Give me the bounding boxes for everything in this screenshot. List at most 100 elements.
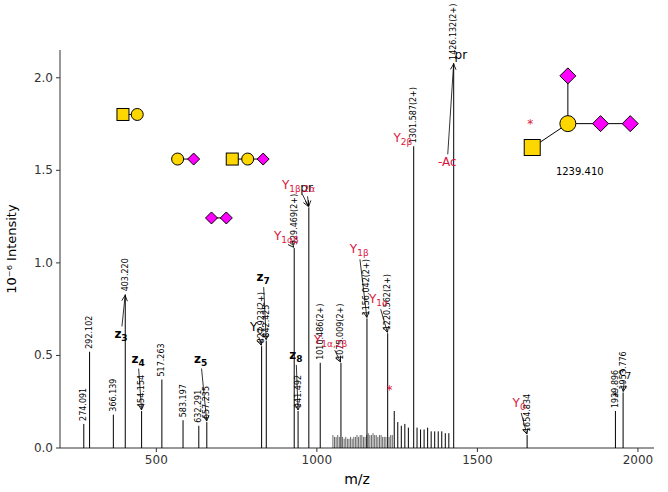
annotation-text: z — [114, 327, 121, 341]
peak-label: 403.220 — [121, 258, 130, 291]
annotation-label: Y2β — [393, 131, 413, 147]
peak — [527, 435, 528, 448]
peak — [371, 435, 372, 448]
glycan-star: * — [527, 117, 533, 131]
glycan-circle — [242, 153, 254, 165]
glycan-diamond — [188, 153, 200, 165]
annotation-label: Y1β — [349, 242, 369, 258]
glycan-square — [117, 108, 129, 120]
annotation-subscript: 1αβ — [281, 235, 299, 245]
peak — [384, 437, 385, 448]
peak — [363, 437, 364, 448]
glycan-diamond — [622, 116, 638, 132]
peak — [385, 437, 386, 448]
peak — [404, 424, 405, 448]
peak-label: 583.197 — [179, 384, 188, 417]
annotation-arrow — [296, 365, 298, 410]
annotation-arrow — [335, 350, 341, 362]
annotation-text: pr — [455, 48, 468, 62]
x-tick-label: 2000 — [623, 453, 654, 467]
peak-label: 1075.009(2+) — [336, 304, 345, 360]
peak — [438, 431, 439, 448]
annotation-subscript: 7 — [626, 371, 632, 381]
annotation-arrow — [264, 287, 267, 340]
annotation-text: z — [289, 348, 296, 362]
peak — [320, 363, 321, 448]
annotation-text: * — [612, 389, 618, 403]
annotation-label: z3 — [114, 327, 127, 343]
annotation-label: Y1β,2α — [281, 178, 315, 194]
peak — [337, 435, 338, 448]
peak — [353, 437, 354, 448]
peak — [445, 433, 446, 448]
peak — [441, 431, 442, 448]
peak — [358, 437, 359, 448]
annotation-subscript: 8 — [296, 354, 302, 364]
peak — [431, 431, 432, 448]
peak — [615, 411, 616, 448]
peak-label: 292.102 — [85, 316, 94, 349]
annotation-arrow — [360, 259, 367, 317]
peak — [397, 422, 398, 448]
background — [0, 0, 668, 492]
chart-svg: 5001000150020000.00.51.01.52.0m/z10⁻⁶ In… — [0, 0, 668, 492]
peak-label: 274.091 — [79, 388, 88, 421]
peak — [392, 435, 393, 448]
peak — [377, 437, 378, 448]
peak-label: 366.139 — [109, 379, 118, 412]
peak — [308, 207, 309, 448]
peak — [298, 411, 299, 448]
peak — [266, 341, 267, 448]
peak — [448, 433, 449, 448]
x-tick — [316, 448, 317, 452]
peak-label: 517.263 — [157, 343, 166, 376]
annotation-text: z — [194, 352, 201, 366]
peak — [424, 429, 425, 448]
x-tick — [477, 448, 478, 452]
peak-label: 1156.042(2+) — [362, 259, 371, 315]
peak — [334, 437, 335, 448]
peak — [347, 439, 348, 448]
annotation-label: Y0 — [512, 396, 526, 412]
peak — [161, 380, 162, 448]
peak — [374, 435, 375, 448]
peak — [417, 428, 418, 448]
peak — [340, 363, 341, 448]
x-tick-label: 1000 — [302, 453, 333, 467]
peak — [373, 433, 374, 448]
peak — [350, 437, 351, 448]
annotation-arrow — [259, 337, 261, 345]
peak — [389, 437, 390, 448]
annotation-subscript: 5 — [201, 358, 207, 368]
annotations: z3z4z5z7z8prY0c7Y1αβY1β,2αY2β-AcY1βY1αY1… — [114, 48, 631, 434]
y-tick — [56, 448, 60, 449]
x-axis-label: m/z — [344, 471, 370, 487]
axes: 5001000150020000.00.51.01.52.0m/z10⁻⁶ In… — [4, 50, 654, 487]
annotation-subscript: 3 — [121, 333, 127, 343]
y-tick-label: 1.5 — [34, 163, 53, 177]
annotation-label: Y1α — [368, 292, 388, 308]
peak — [141, 411, 142, 448]
peak — [348, 439, 349, 448]
annotation-label: c7 — [619, 365, 631, 381]
peak — [408, 428, 409, 448]
y-tick — [56, 77, 60, 78]
peak — [360, 435, 361, 448]
annotation-label: Y0 — [249, 320, 263, 336]
glycan-square — [226, 153, 238, 165]
glycan-circle — [560, 116, 576, 132]
peak — [339, 437, 340, 448]
annotation-label: z7 — [257, 270, 270, 286]
annotation-arrow — [139, 369, 142, 410]
glycan-diamond — [593, 116, 609, 132]
peak — [394, 411, 395, 448]
annotation-arrow — [381, 309, 388, 332]
annotation-text: z — [131, 352, 138, 366]
glycan-diamond — [560, 68, 576, 84]
glycan-diamond — [257, 153, 269, 165]
y-tick — [56, 170, 60, 171]
annotation-arrow — [448, 64, 454, 154]
annotation-subscript: 1β,2α — [289, 184, 315, 194]
annotation-text: * — [386, 383, 392, 397]
peak — [365, 437, 366, 448]
